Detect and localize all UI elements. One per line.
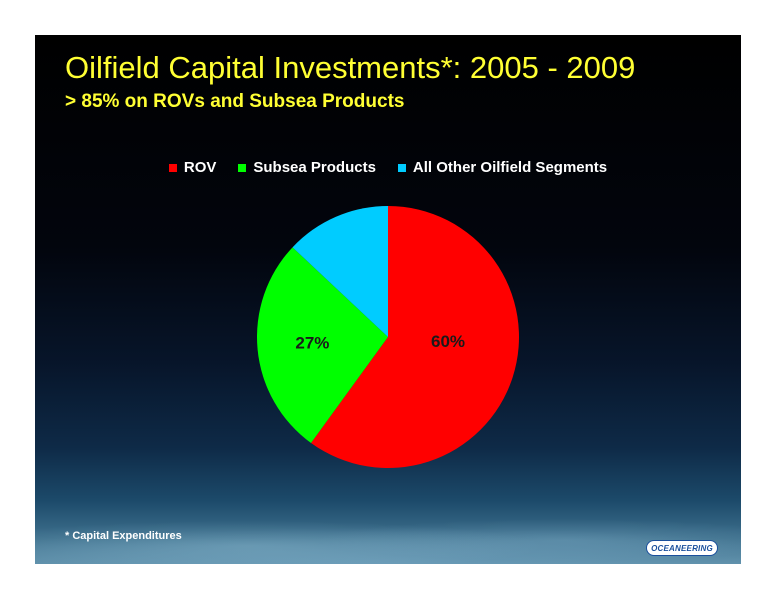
chart-legend: ROV Subsea Products All Other Oilfield S…: [35, 159, 741, 176]
legend-swatch-subsea: [238, 163, 247, 172]
slide: Oilfield Capital Investments*: 2005 - 20…: [35, 35, 741, 564]
legend-swatch-other: [397, 163, 406, 172]
slide-subtitle: > 85% on ROVs and Subsea Products: [65, 91, 405, 112]
slide-title: Oilfield Capital Investments*: 2005 - 20…: [65, 50, 636, 85]
legend-label-other: All Other Oilfield Segments: [412, 159, 608, 176]
pie-label-rov: 60%: [431, 332, 465, 351]
footnote: * Capital Expenditures: [65, 530, 182, 542]
pie-slice-rov: [311, 206, 520, 468]
legend-item-subsea: Subsea Products: [238, 159, 376, 176]
legend-label-rov: ROV: [183, 159, 217, 176]
oceaneering-logo: OCEANEERING: [646, 540, 718, 556]
legend-item-rov: ROV: [168, 159, 217, 176]
pie-label-subsea: 27%: [295, 334, 329, 353]
pie-slice-subsea: [257, 247, 388, 443]
pie-chart: 60% 27%: [257, 206, 520, 468]
legend-item-other: All Other Oilfield Segments: [397, 159, 608, 176]
legend-label-subsea: Subsea Products: [253, 159, 376, 176]
pie-slice-other: [292, 206, 388, 337]
legend-swatch-rov: [168, 163, 177, 172]
